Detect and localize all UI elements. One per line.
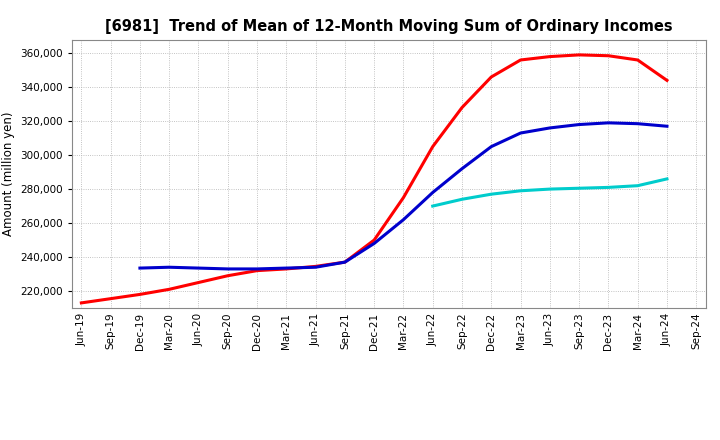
5 Years xyxy=(604,120,613,125)
3 Years xyxy=(662,78,671,83)
5 Years xyxy=(458,166,467,171)
Line: 3 Years: 3 Years xyxy=(81,55,667,303)
3 Years xyxy=(487,74,495,80)
5 Years xyxy=(341,260,349,265)
5 Years xyxy=(223,266,232,271)
Title: [6981]  Trend of Mean of 12-Month Moving Sum of Ordinary Incomes: [6981] Trend of Mean of 12-Month Moving … xyxy=(105,19,672,34)
5 Years xyxy=(311,264,320,270)
5 Years xyxy=(487,144,495,149)
3 Years xyxy=(634,57,642,62)
3 Years xyxy=(165,287,174,292)
3 Years xyxy=(575,52,583,58)
5 Years xyxy=(194,265,203,271)
3 Years xyxy=(311,264,320,269)
5 Years xyxy=(516,130,525,136)
3 Years xyxy=(458,105,467,110)
Y-axis label: Amount (million yen): Amount (million yen) xyxy=(1,112,15,236)
3 Years xyxy=(516,57,525,62)
7 Years xyxy=(634,183,642,188)
5 Years xyxy=(165,264,174,270)
7 Years xyxy=(516,188,525,194)
7 Years xyxy=(575,186,583,191)
Line: 5 Years: 5 Years xyxy=(140,123,667,269)
5 Years xyxy=(575,122,583,127)
7 Years xyxy=(487,191,495,197)
5 Years xyxy=(546,125,554,131)
3 Years xyxy=(107,296,115,301)
3 Years xyxy=(223,273,232,279)
3 Years xyxy=(282,266,291,271)
5 Years xyxy=(282,265,291,271)
3 Years xyxy=(370,238,379,243)
5 Years xyxy=(634,121,642,126)
3 Years xyxy=(399,195,408,200)
5 Years xyxy=(662,124,671,129)
3 Years xyxy=(341,260,349,265)
3 Years xyxy=(194,280,203,285)
5 Years xyxy=(135,265,144,271)
7 Years xyxy=(662,176,671,182)
5 Years xyxy=(253,266,261,271)
5 Years xyxy=(399,217,408,222)
3 Years xyxy=(77,300,86,305)
3 Years xyxy=(546,54,554,59)
7 Years xyxy=(546,187,554,192)
Line: 7 Years: 7 Years xyxy=(433,179,667,206)
5 Years xyxy=(428,190,437,195)
3 Years xyxy=(604,53,613,59)
3 Years xyxy=(428,144,437,149)
3 Years xyxy=(135,292,144,297)
7 Years xyxy=(428,203,437,209)
7 Years xyxy=(604,185,613,190)
5 Years xyxy=(370,241,379,246)
7 Years xyxy=(458,197,467,202)
3 Years xyxy=(253,268,261,273)
